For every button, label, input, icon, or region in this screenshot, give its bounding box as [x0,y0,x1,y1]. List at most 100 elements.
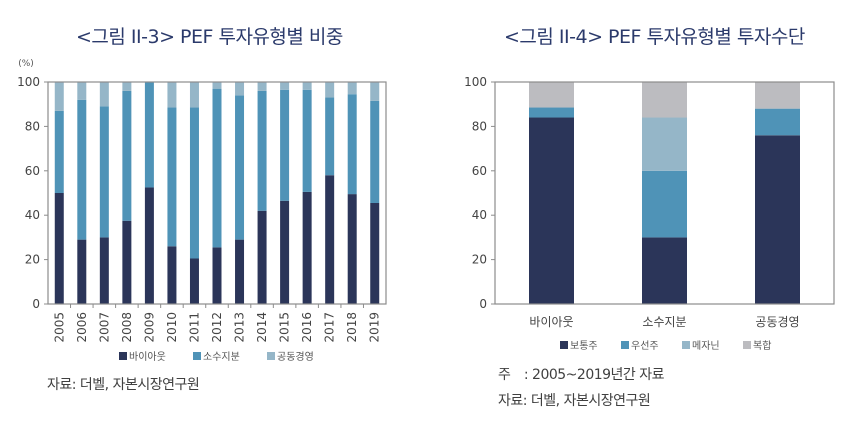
bar-segment [122,82,132,91]
bar-segment [642,170,687,238]
bar-segment [212,88,222,248]
bar-segment [370,202,380,304]
bar-segment [257,82,267,91]
bar-segment [642,82,687,118]
bar-segment [325,82,335,98]
legend-label: 메자닌 [692,340,720,352]
bar-segment [122,220,132,304]
legend-label: 우선주 [631,340,659,352]
legend-swatch [621,341,629,349]
legend-label: 보통주 [570,340,598,352]
y-tick-label: 40 [25,208,40,222]
bar-segment [325,175,335,304]
bar-segment [212,247,222,304]
bar-segment [99,106,109,238]
bar-segment [235,239,245,304]
y-tick-label: 40 [472,208,487,222]
bar-segment [280,200,290,304]
bar-segment [144,82,154,188]
bar-segment [54,82,64,111]
bar-segment [755,108,800,136]
bar-segment [167,246,177,304]
bar-segment [347,194,357,304]
bar-segment [54,110,64,193]
plot-frame [494,81,835,305]
chart2-source: 자료: 더벨, 자본시장연구원 [498,393,651,409]
bar-segment [755,135,800,304]
x-tick-label: 공동경영 [755,315,799,329]
x-tick-label: 2011 [187,312,201,343]
y-tick-label: 60 [472,164,487,178]
x-tick-label: 2014 [255,312,269,343]
y-tick-label: 80 [472,119,487,133]
bar-segment [370,100,380,203]
bar-segment [189,82,199,108]
legend-label: 복합 [753,340,771,352]
bar-segment [529,82,574,108]
bar-segment [189,258,199,304]
y-tick-label: 20 [25,253,40,267]
bar-segment [77,239,87,304]
bar-segment [99,237,109,304]
bar-segment [77,82,87,100]
chart1-title: <그림 II-3> PEF 투자유형별 비중 [76,26,343,48]
y-tick-label: 60 [25,164,40,178]
x-tick-label: 2017 [323,312,337,343]
legend-label: 소수지분 [203,351,240,363]
bar-segment [280,82,290,90]
x-tick-label: 2005 [52,312,66,343]
bar-segment [302,191,312,304]
x-tick-label: 2007 [97,312,111,343]
x-tick-label: 바이아웃 [529,315,573,329]
bar-segment [144,187,154,304]
bar-segment [235,82,245,96]
bar-segment [257,90,267,211]
bar-segment [54,193,64,304]
legend-label: 공동경영 [277,350,314,363]
x-tick-label: 2012 [210,312,224,343]
x-tick-label: 2018 [345,312,359,343]
bar-segment [212,82,222,89]
plot-frame [47,81,387,305]
bar-segment [235,95,245,240]
bar-segment [257,210,267,304]
bar-segment [77,99,87,240]
legend-swatch [119,352,127,360]
chart2-title: <그림 II-4> PEF 투자유형별 투자수단 [504,26,805,48]
bar-segment [280,89,290,201]
y-tick-label: 20 [472,253,487,267]
chart1-plot: 0 20 40 60 80 100 (%) 2005 2006 2007 2008 2009 2010 2… [17,59,387,363]
x-tick-label: 2010 [165,312,179,343]
chart1-source: 자료: 더벨, 자본시장연구원 [47,377,200,393]
legend-swatch [743,341,751,349]
bar-segment [370,82,380,101]
bar-segment [99,82,109,107]
bar-segment [325,97,335,176]
bar-segment [529,107,574,118]
bar-segment [167,107,177,247]
bar-segment [642,237,687,304]
x-tick-label: 2015 [278,312,292,343]
bar-segment [189,107,199,259]
bar-segment [347,94,357,195]
x-tick-label: 2009 [142,312,156,343]
x-tick-label: 2016 [300,312,314,343]
y-tick-label: 0 [32,297,40,311]
legend-swatch [267,352,275,360]
legend-swatch [560,341,568,349]
x-tick-label: 2006 [75,312,89,343]
bar-segment [755,82,800,109]
chart2-note: 주 : 2005~2019년간 자료 [498,367,665,383]
x-tick-label: 2008 [120,312,134,343]
bar-segment [642,117,687,171]
bar-segment [122,90,132,221]
y-tick-label: 80 [25,119,40,133]
y-tick-label: 0 [479,297,487,311]
legend-label: 바이아웃 [129,351,166,363]
x-tick-label: 2013 [233,312,247,343]
bar-segment [529,117,574,305]
x-tick-label: 2019 [368,312,382,343]
bar-segment [302,89,312,192]
